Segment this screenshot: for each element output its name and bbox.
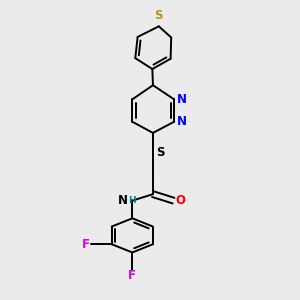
Text: N: N (118, 194, 128, 207)
Text: F: F (128, 269, 136, 282)
Text: O: O (175, 194, 185, 207)
Text: S: S (154, 9, 163, 22)
Text: N: N (176, 115, 187, 128)
Text: S: S (156, 146, 164, 159)
Text: F: F (82, 238, 90, 251)
Text: H: H (128, 196, 136, 205)
Text: N: N (176, 93, 187, 106)
